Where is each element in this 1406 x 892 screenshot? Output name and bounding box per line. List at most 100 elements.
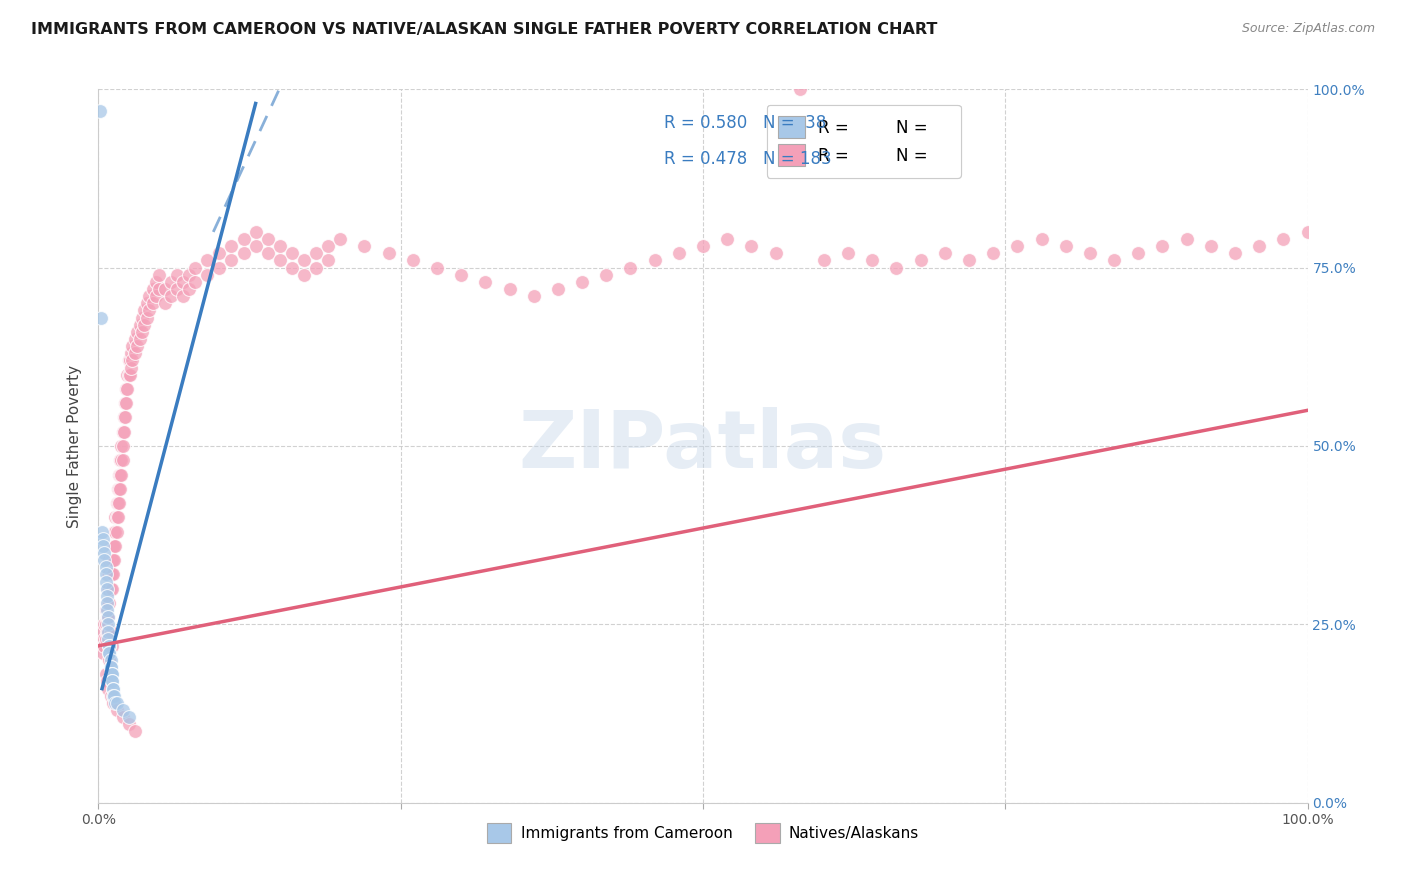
Point [97, 617, 120, 632]
Point [135, 310, 157, 325]
Point [107, 482, 129, 496]
Point [127, 339, 149, 353]
Point [1199, 239, 1222, 253]
Point [100, 660, 122, 674]
Point [93, 632, 115, 646]
Point [1152, 239, 1174, 253]
Point [886, 260, 908, 275]
Point [103, 689, 125, 703]
Point [94, 603, 117, 617]
Point [1175, 232, 1198, 246]
Point [94, 632, 117, 646]
Point [195, 253, 218, 268]
Point [96, 582, 118, 596]
Point [245, 239, 267, 253]
Point [813, 253, 835, 268]
Point [96, 624, 118, 639]
Point [124, 724, 146, 739]
Point [135, 296, 157, 310]
Point [474, 275, 496, 289]
Point [98, 553, 121, 567]
Point [94, 667, 117, 681]
Point [100, 639, 122, 653]
Point [184, 260, 207, 275]
Point [134, 318, 156, 332]
Point [571, 275, 593, 289]
Point [112, 425, 135, 439]
Point [108, 482, 131, 496]
Point [108, 467, 131, 482]
Point [172, 289, 194, 303]
Point [195, 268, 218, 282]
Point [91, 524, 114, 539]
Point [105, 524, 128, 539]
Point [145, 289, 167, 303]
Point [94, 574, 117, 589]
Point [91, 539, 114, 553]
Point [96, 596, 118, 610]
Point [104, 510, 127, 524]
Point [100, 660, 122, 674]
Point [208, 260, 231, 275]
Point [166, 268, 188, 282]
Point [160, 275, 183, 289]
Point [142, 282, 165, 296]
Point [121, 339, 143, 353]
Text: R = 0.580   N =  38: R = 0.580 N = 38 [664, 114, 827, 132]
Point [101, 689, 124, 703]
Point [108, 453, 131, 467]
Point [166, 282, 188, 296]
Point [104, 539, 127, 553]
Point [91, 639, 114, 653]
Point [98, 639, 121, 653]
Text: Source: ZipAtlas.com: Source: ZipAtlas.com [1241, 22, 1375, 36]
Point [89, 103, 111, 118]
Point [101, 539, 124, 553]
Point [740, 239, 762, 253]
Point [100, 582, 122, 596]
Point [184, 275, 207, 289]
Point [114, 410, 136, 425]
Point [221, 239, 243, 253]
Point [103, 553, 125, 567]
Point [108, 482, 131, 496]
Point [111, 453, 134, 467]
Point [97, 596, 120, 610]
Point [498, 282, 520, 296]
Point [232, 232, 254, 246]
Point [118, 368, 141, 382]
Point [100, 689, 122, 703]
Point [619, 260, 641, 275]
Point [114, 396, 136, 410]
Point [100, 539, 122, 553]
Point [100, 667, 122, 681]
Point [232, 246, 254, 260]
Point [1249, 239, 1271, 253]
Point [118, 368, 141, 382]
Point [98, 653, 121, 667]
Point [981, 246, 1004, 260]
Point [269, 239, 291, 253]
Y-axis label: Single Father Poverty: Single Father Poverty [67, 365, 83, 527]
Point [104, 696, 127, 710]
Point [789, 82, 811, 96]
Point [98, 596, 121, 610]
Point [1031, 232, 1053, 246]
Point [91, 532, 114, 546]
Point [138, 303, 160, 318]
Point [316, 253, 339, 268]
Point [90, 310, 112, 325]
Point [105, 496, 128, 510]
Point [93, 617, 115, 632]
Point [100, 667, 122, 681]
Point [127, 325, 149, 339]
Point [115, 382, 138, 396]
Point [98, 567, 121, 582]
Point [97, 624, 120, 639]
Point [118, 353, 141, 368]
Point [128, 318, 150, 332]
Point [134, 303, 156, 318]
Point [153, 282, 176, 296]
Point [97, 610, 120, 624]
Point [692, 239, 714, 253]
